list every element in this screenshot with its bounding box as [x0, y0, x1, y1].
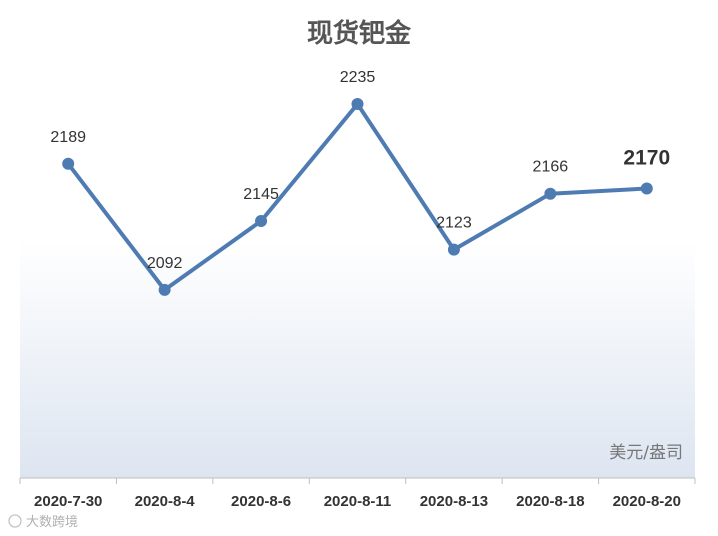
data-label: 2189 — [50, 129, 86, 146]
watermark-logo-icon — [8, 514, 22, 528]
x-tick-label: 2020-8-4 — [135, 493, 196, 510]
x-tick-label: 2020-8-6 — [231, 493, 291, 510]
unit-label: 美元/盎司 — [609, 443, 683, 463]
x-axis-tick-labels: 2020-7-30 2020-8-4 2020-8-6 2020-8-11 2020-8… — [34, 493, 681, 510]
x-tick-label: 2020-7-30 — [34, 493, 102, 510]
data-point[interactable] — [640, 182, 653, 195]
data-point[interactable] — [255, 215, 268, 227]
data-labels-group: 2189 2092 2145 2235 2123 2166 2170 — [50, 69, 670, 272]
watermark: 大数跨境 — [8, 514, 78, 530]
data-label: 2123 — [436, 215, 472, 232]
data-point[interactable] — [62, 157, 75, 170]
plot-background — [20, 240, 695, 478]
data-point[interactable] — [447, 243, 460, 256]
data-point[interactable] — [351, 98, 364, 110]
data-label: 2235 — [340, 69, 376, 86]
x-tick-label: 2020-8-18 — [516, 493, 584, 510]
x-tick-label: 2020-8-11 — [324, 493, 392, 510]
data-label: 2145 — [243, 186, 279, 203]
chart-title: 现货钯金 — [307, 18, 412, 49]
x-tick-label: 2020-8-20 — [613, 493, 681, 510]
data-point[interactable] — [544, 187, 557, 200]
data-label: 2170 — [623, 147, 670, 170]
data-label: 2092 — [147, 255, 183, 272]
x-axis-ticks — [19, 478, 696, 484]
series-group — [62, 98, 653, 296]
data-label: 2166 — [533, 159, 569, 176]
x-tick-label: 2020-8-13 — [420, 493, 488, 510]
data-point[interactable] — [158, 283, 171, 296]
watermark-text: 大数跨境 — [26, 515, 78, 530]
